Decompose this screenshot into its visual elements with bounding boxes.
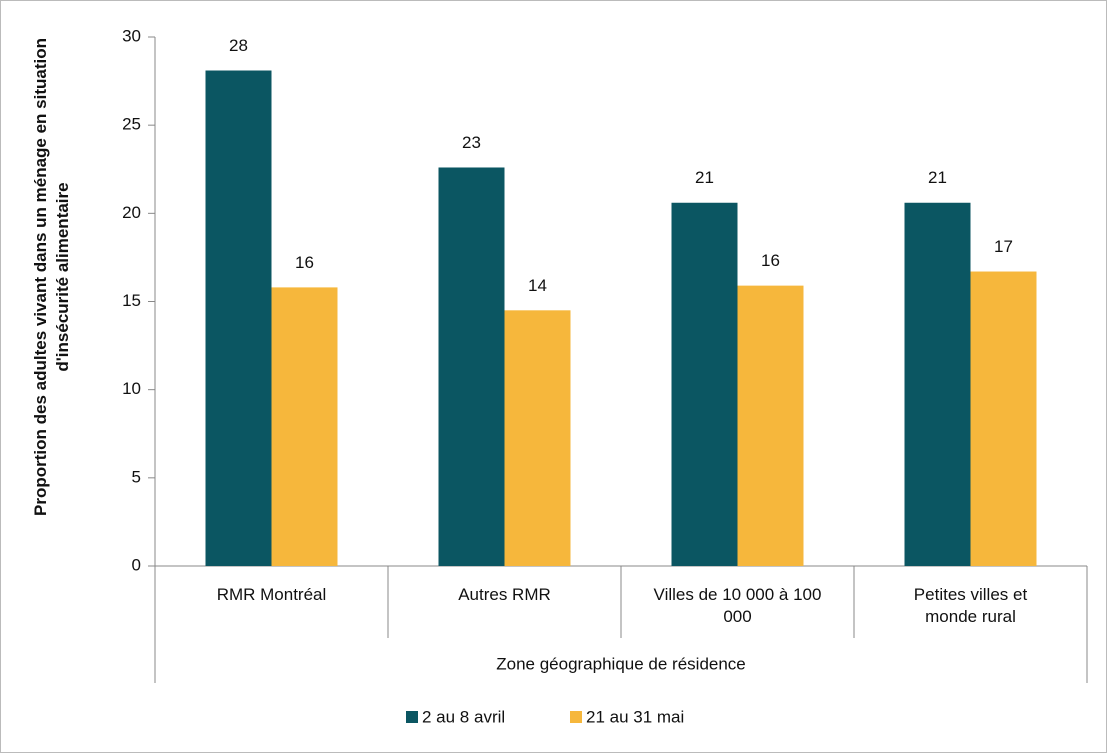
legend-label: 2 au 8 avril [422, 707, 505, 726]
legend-swatch [570, 711, 582, 723]
y-tick-label: 25 [122, 115, 141, 134]
x-tick-label: Autres RMR [458, 585, 551, 604]
y-tick-label: 10 [122, 379, 141, 398]
y-axis-title: Proportion des adultes vivant dans un mé… [31, 38, 72, 516]
legend-swatch [406, 711, 418, 723]
y-tick-label: 30 [122, 26, 141, 45]
legend-label: 21 au 31 mai [586, 707, 684, 726]
x-tick-label: Petites villes et monde rural [913, 585, 1028, 626]
data-label: 23 [462, 133, 481, 152]
y-tick-label: 5 [132, 467, 141, 486]
data-label: 28 [229, 36, 248, 55]
y-tick-label: 15 [122, 291, 141, 310]
data-label: 17 [994, 237, 1013, 256]
x-tick-label: RMR Montréal [216, 585, 327, 604]
data-label: 14 [528, 276, 547, 295]
data-label: 16 [761, 251, 780, 270]
bar [970, 271, 1037, 566]
data-label: 21 [695, 168, 714, 187]
bar [438, 167, 505, 566]
x-tick-label: Villes de 10 000 à 100 000 [653, 585, 822, 626]
y-tick-label: 20 [122, 203, 141, 222]
bar [904, 202, 971, 566]
x-axis-title: Zone géographique de résidence [496, 654, 746, 673]
bar [205, 70, 272, 567]
y-tick-label: 0 [132, 555, 141, 574]
data-label: 21 [928, 168, 947, 187]
bar [504, 310, 571, 566]
bar [737, 285, 804, 566]
bar [271, 287, 338, 566]
data-label: 16 [295, 253, 314, 272]
bar [671, 202, 738, 566]
